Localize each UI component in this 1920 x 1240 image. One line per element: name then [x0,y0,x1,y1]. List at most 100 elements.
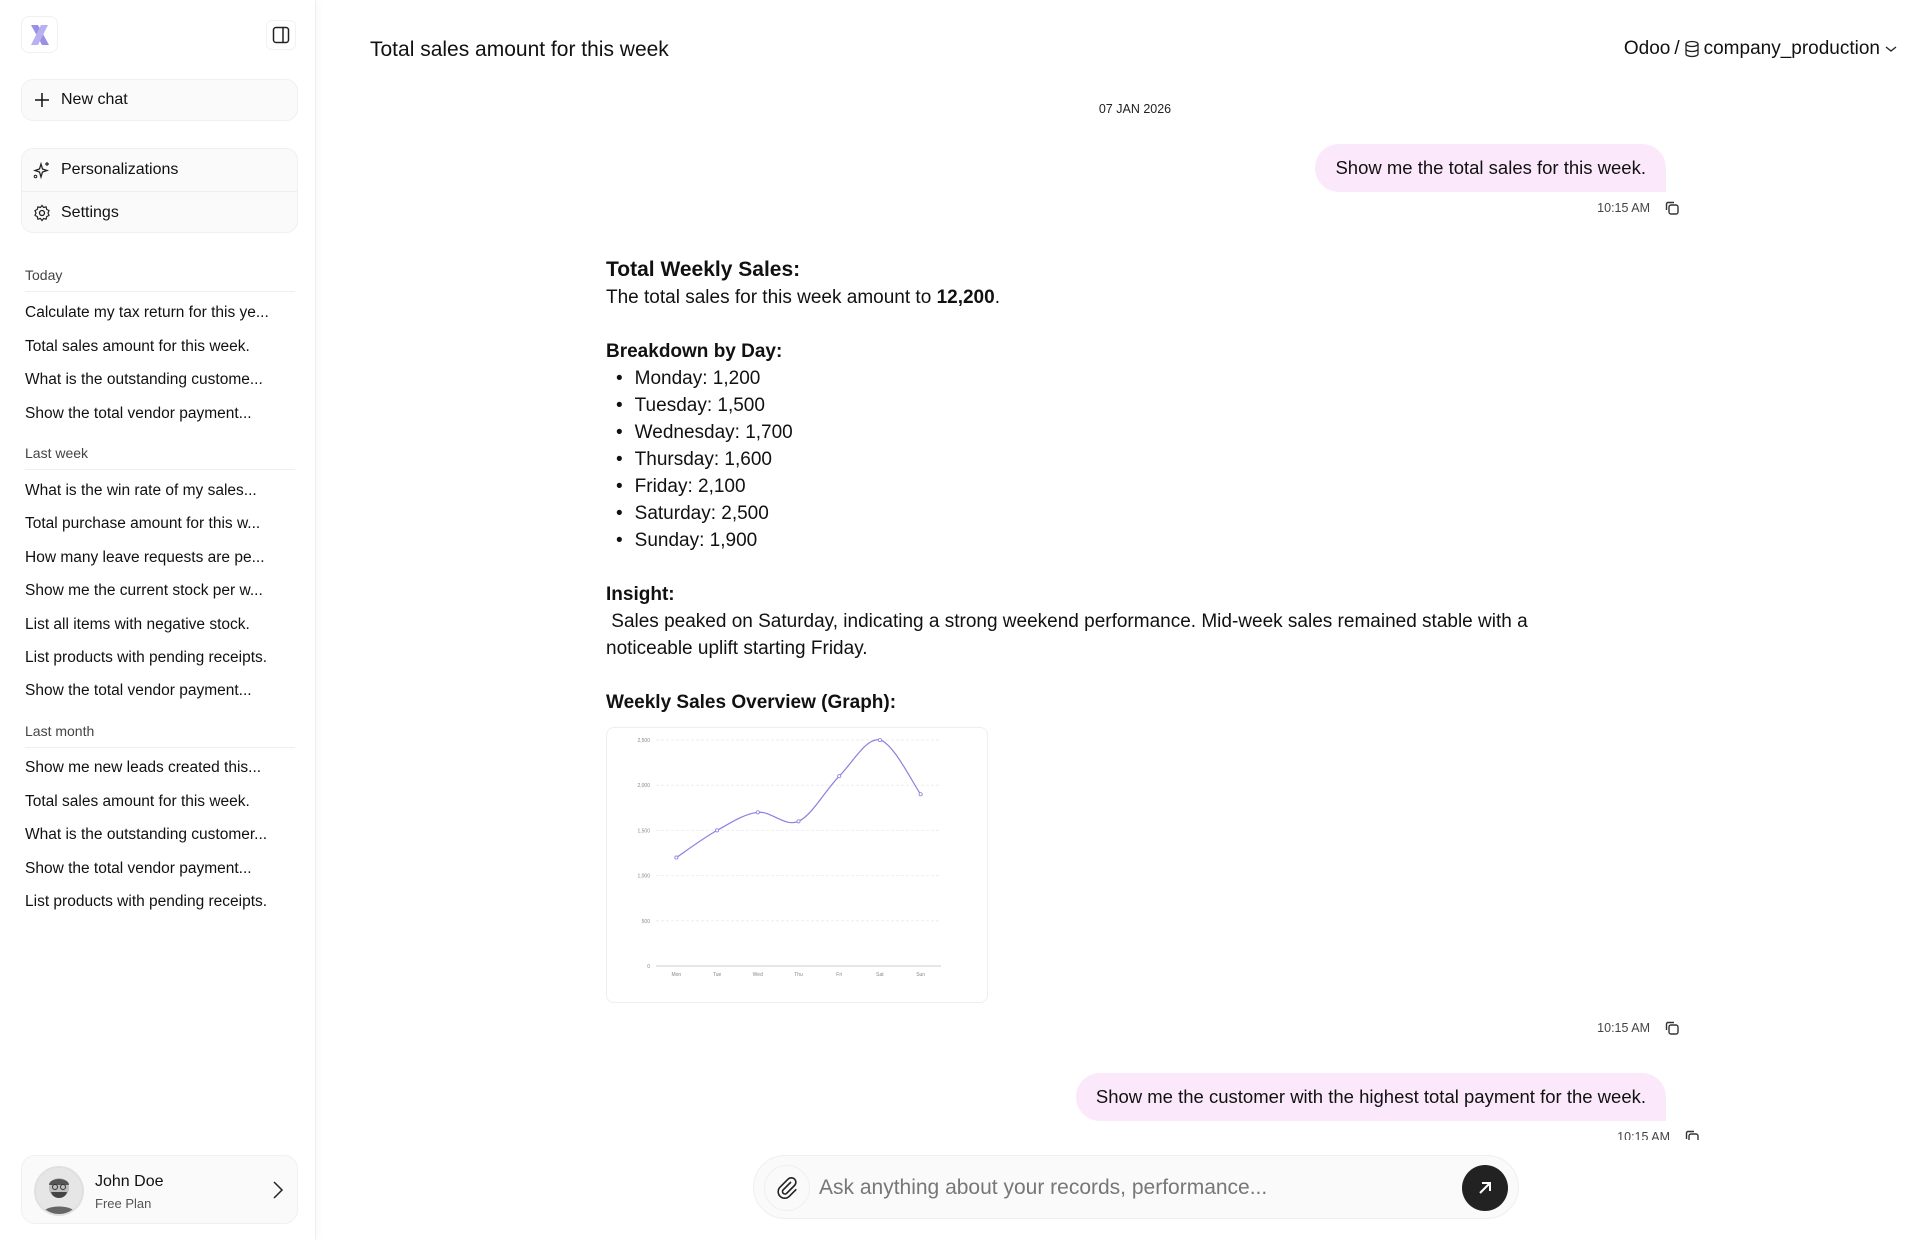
section-label-last-week: Last week [25,445,295,470]
message-text: Show me the total sales for this week. [1335,157,1646,178]
sidebar-menu: Personalizations Settings [21,148,298,233]
history-item[interactable]: How many leave requests are pe... [25,549,265,566]
data-point [837,774,842,779]
list-item: Monday: 1,200 [616,365,1606,392]
database-name: company_production [1703,38,1880,59]
y-tick-label: 2,000 [637,783,650,789]
arrow-up-right-icon [1479,1182,1491,1194]
avatar [34,1166,84,1216]
send-button[interactable] [1462,1165,1508,1211]
section-label-last-month: Last month [25,723,295,748]
data-point [877,737,882,742]
sidebar-panel-icon [272,26,290,44]
list-item: Saturday: 2,500 [616,500,1606,527]
x-tick-label: Wed [753,972,763,978]
x-tick-label: Mon [671,972,681,978]
sparkles-icon [33,161,50,179]
history-item[interactable]: Show me the current stock per w... [25,582,263,599]
message-time: 10:15 AM [1597,1021,1650,1035]
data-point [796,819,801,824]
user-message: Show me the total sales for this week. [1315,144,1666,192]
answer-heading: Total Weekly Sales: [606,258,801,281]
history-item[interactable]: Total sales amount for this week. [25,793,250,810]
breadcrumb-separator: / [1674,38,1680,59]
y-tick-label: 500 [642,919,651,925]
data-point [715,828,720,833]
history-item[interactable]: Show the total vendor payment... [25,405,252,422]
sidebar: New chat Personalizations Settings Today… [0,0,316,1240]
attach-button[interactable] [764,1165,810,1211]
history-item[interactable]: Calculate my tax return for this ye... [25,304,269,321]
copy-icon[interactable] [1664,200,1680,216]
breakdown-list: Monday: 1,200 Tuesday: 1,500 Wednesday: … [606,365,1606,554]
copy-icon[interactable] [1684,1129,1700,1140]
history-item[interactable]: Show the total vendor payment... [25,682,252,699]
message-time: 10:15 AM [1597,201,1650,215]
app-logo[interactable] [21,16,58,53]
plus-icon [35,93,49,107]
history-item[interactable]: What is the win rate of my sales... [25,482,257,499]
y-tick-label: 1,000 [637,874,650,880]
x-tick-label: Sun [916,972,925,978]
paperclip-icon [777,1176,797,1199]
user-plan: Free Plan [95,1196,152,1211]
sidebar-item-personalizations[interactable]: Personalizations [22,149,297,191]
list-item: Thursday: 1,600 [616,446,1606,473]
message-meta: 10:15 AM [1617,1129,1699,1140]
database-icon [1684,40,1699,58]
chevron-right-icon [273,1181,284,1199]
x-tick-label: Thu [794,972,803,978]
history-item[interactable]: What is the outstanding custome... [25,371,263,388]
insight-text: Sales peaked on Saturday, indicating a s… [606,611,1533,659]
section-label-today: Today [25,267,295,292]
y-tick-label: 0 [647,964,650,970]
list-item: Wednesday: 1,700 [616,419,1606,446]
data-point [918,792,923,797]
user-message: Show me the customer with the highest to… [1075,1073,1666,1121]
message-meta: 10:15 AM [1597,200,1679,216]
toggle-sidebar-button[interactable] [266,20,296,50]
graph-heading: Weekly Sales Overview (Graph): [606,692,897,713]
sidebar-item-settings[interactable]: Settings [22,191,297,233]
source-name: Odoo [1623,38,1671,59]
history-item[interactable]: Total sales amount for this week. [25,338,250,355]
line-chart: 0 500 1,000 1,500 2,000 2,500 Mon Tue Wed Thu Fri S… [637,737,941,978]
history-item[interactable]: Total purchase amount for this w... [25,515,261,532]
copy-icon[interactable] [1664,1020,1680,1036]
history-item[interactable]: List all items with negative stock. [25,616,250,633]
history-item[interactable]: Show the total vendor payment... [25,860,252,877]
history-item[interactable]: List products with pending receipts. [25,649,268,666]
chat-date: 07 JAN 2026 [1098,102,1172,116]
history-item[interactable]: List products with pending receipts. [25,893,268,910]
series-line [676,739,922,859]
answer-summary: The total sales for this week amount to … [606,284,1606,311]
message-time: 10:15 AM [1617,1130,1670,1140]
breakdown-heading: Breakdown by Day: [606,341,783,362]
x-logo-icon [30,24,49,45]
x-tick-label: Tue [713,972,722,978]
summary-value: 12,200 [936,287,995,308]
new-chat-button[interactable]: New chat [21,79,298,121]
list-item: Sunday: 1,900 [616,527,1606,554]
history-item[interactable]: What is the outstanding customer... [25,826,268,843]
list-item: Friday: 2,100 [616,473,1606,500]
y-tick-label: 2,500 [637,738,650,744]
y-tick-label: 1,500 [637,828,650,834]
user-profile-card[interactable]: John Doe Free Plan [21,1155,298,1224]
insight-heading: Insight: [606,584,675,605]
data-point [755,810,760,815]
history-item[interactable]: Show me new leads created this... [25,759,262,776]
data-source-selector[interactable]: Odoo / company_production [1624,38,1898,60]
list-item: Tuesday: 1,500 [616,392,1606,419]
user-name: John Doe [95,1173,164,1190]
summary-suffix: . [994,287,1000,308]
message-meta: 10:15 AM [1597,1020,1679,1036]
x-tick-label: Sat [876,972,884,978]
data-point [674,855,679,860]
clipped-meta: 10:15 AM [1500,1128,1700,1140]
new-chat-label: New chat [61,91,128,108]
page-title: Total sales amount for this week [370,38,669,61]
weekly-sales-chart: 0 500 1,000 1,500 2,000 2,500 Mon Tue Wed Thu Fri S… [606,727,988,1003]
chat-input[interactable]: Ask anything about your records, perform… [819,1176,1268,1199]
settings-label: Settings [61,203,119,221]
